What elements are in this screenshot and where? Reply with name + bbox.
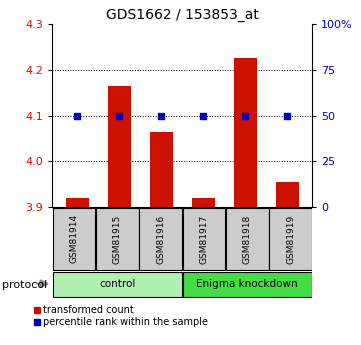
Legend: transformed count, percentile rank within the sample: transformed count, percentile rank withi… xyxy=(34,305,208,327)
Text: GSM81918: GSM81918 xyxy=(243,214,252,264)
Text: protocol: protocol xyxy=(2,280,47,290)
Bar xyxy=(53,272,182,297)
Bar xyxy=(234,58,257,207)
Bar xyxy=(269,208,312,270)
Text: GSM81914: GSM81914 xyxy=(70,214,78,264)
Bar xyxy=(108,86,131,207)
Point xyxy=(117,113,122,118)
Text: Enigma knockdown: Enigma knockdown xyxy=(196,279,298,289)
Text: control: control xyxy=(99,279,135,289)
Text: GSM81919: GSM81919 xyxy=(286,214,295,264)
Bar xyxy=(139,208,182,270)
Bar xyxy=(275,182,299,207)
Text: GSM81916: GSM81916 xyxy=(156,214,165,264)
Text: GSM81915: GSM81915 xyxy=(113,214,122,264)
Bar xyxy=(183,272,312,297)
Point xyxy=(75,113,81,118)
Bar xyxy=(53,208,95,270)
Bar xyxy=(66,198,89,207)
Text: GSM81917: GSM81917 xyxy=(200,214,208,264)
Bar xyxy=(150,131,173,207)
Bar xyxy=(183,208,225,270)
Bar xyxy=(96,208,139,270)
Bar xyxy=(192,198,215,207)
Point xyxy=(200,113,206,118)
Bar xyxy=(226,208,269,270)
Point xyxy=(242,113,248,118)
Point xyxy=(284,113,290,118)
Title: GDS1662 / 153853_at: GDS1662 / 153853_at xyxy=(106,8,259,22)
Point xyxy=(158,113,164,118)
